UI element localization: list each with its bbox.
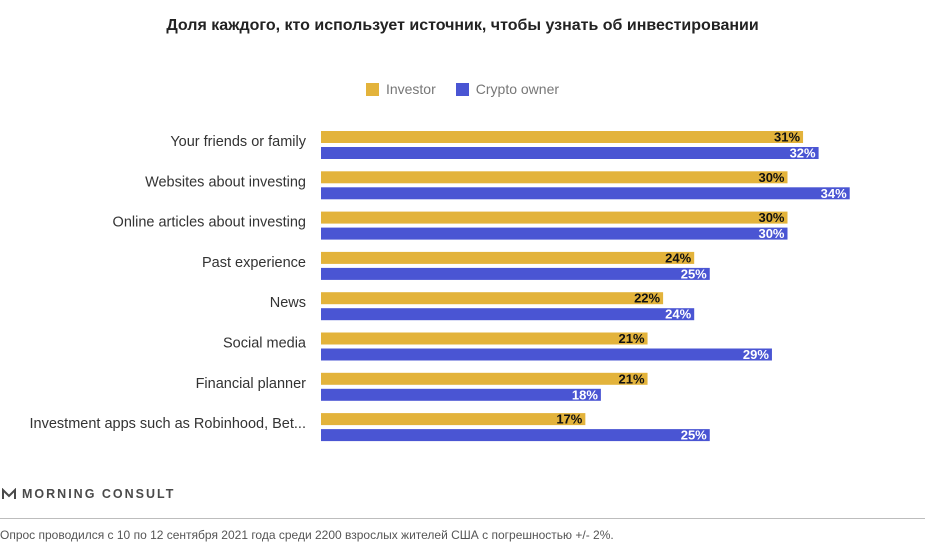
data-label-investor-websites-about-investing: 30%: [758, 170, 784, 185]
category-label-news: News: [270, 295, 306, 311]
data-label-investor-past-experience: 24%: [665, 250, 691, 265]
legend-label-investor: Investor: [385, 81, 436, 97]
bar-investor-social-media: [321, 332, 648, 345]
brand-logo: MORNING CONSULT: [2, 487, 175, 501]
bar-investor-financial-planner: [321, 372, 648, 385]
bar-crypto-owner-social-media: [321, 348, 772, 361]
category-label-financial-planner: Financial planner: [196, 376, 307, 392]
category-label-online-articles-about-investing: Online articles about investing: [113, 215, 306, 231]
legend: Investor Crypto owner: [0, 81, 925, 97]
data-label-crypto-owner-websites-about-investing: 34%: [821, 186, 847, 201]
footnote: Опрос проводился с 10 по 12 сентября 202…: [0, 528, 614, 542]
bar-chart: Your friends or family 31%32% Websites abo…: [30, 130, 850, 443]
legend-item-crypto-owner: Crypto owner: [455, 81, 560, 97]
category-label-websites-about-investing: Websites about investing: [145, 174, 306, 190]
data-label-investor-investment-apps-such-as-robinhood-bet: 17%: [556, 412, 582, 427]
data-label-crypto-owner-your-friends-or-family: 32%: [790, 146, 816, 161]
data-label-crypto-owner-news: 24%: [665, 307, 691, 322]
bar-crypto-owner-online-articles-about-investing: [321, 227, 788, 240]
data-label-investor-social-media: 21%: [619, 331, 645, 346]
legend-swatch-investor: [365, 82, 379, 96]
bar-investor-news: [321, 292, 664, 305]
category-label-investment-apps-such-as-robinhood-bet: Investment apps such as Robinhood, Bet..…: [30, 416, 306, 432]
data-label-crypto-owner-online-articles-about-investing: 30%: [758, 226, 784, 241]
bar-investor-investment-apps-such-as-robinhood-bet: [321, 413, 586, 426]
bar-crypto-owner-financial-planner: [321, 388, 601, 401]
data-label-investor-news: 22%: [634, 291, 660, 306]
category-label-social-media: Social media: [223, 336, 307, 352]
bar-investor-past-experience: [321, 251, 695, 264]
data-label-investor-financial-planner: 21%: [619, 371, 645, 386]
data-label-crypto-owner-financial-planner: 18%: [572, 387, 598, 402]
legend-swatch-crypto-owner: [455, 82, 469, 96]
category-label-your-friends-or-family: Your friends or family: [170, 134, 306, 150]
footer-divider: [0, 518, 925, 519]
data-label-crypto-owner-investment-apps-such-as-robinhood-bet: 25%: [681, 428, 707, 443]
bar-crypto-owner-news: [321, 308, 695, 321]
chart-title: Доля каждого, кто использует источник, ч…: [166, 17, 759, 34]
bar-crypto-owner-past-experience: [321, 267, 710, 280]
bar-crypto-owner-websites-about-investing: [321, 187, 850, 200]
legend-item-investor: Investor: [365, 81, 436, 97]
legend-label-crypto-owner: Crypto owner: [475, 81, 560, 97]
bar-crypto-owner-your-friends-or-family: [321, 147, 819, 159]
bar-investor-websites-about-investing: [321, 171, 788, 184]
morning-consult-logo-icon: [2, 488, 16, 499]
bar-investor-online-articles-about-investing: [321, 211, 788, 224]
bar-investor-your-friends-or-family: [321, 131, 804, 143]
brand-name: MORNING CONSULT: [22, 487, 176, 501]
category-label-past-experience: Past experience: [202, 255, 306, 271]
data-label-crypto-owner-social-media: 29%: [743, 347, 769, 362]
data-label-crypto-owner-past-experience: 25%: [681, 266, 707, 281]
bar-crypto-owner-investment-apps-such-as-robinhood-bet: [321, 429, 710, 442]
data-label-investor-online-articles-about-investing: 30%: [758, 210, 784, 225]
data-label-investor-your-friends-or-family: 31%: [774, 130, 800, 145]
